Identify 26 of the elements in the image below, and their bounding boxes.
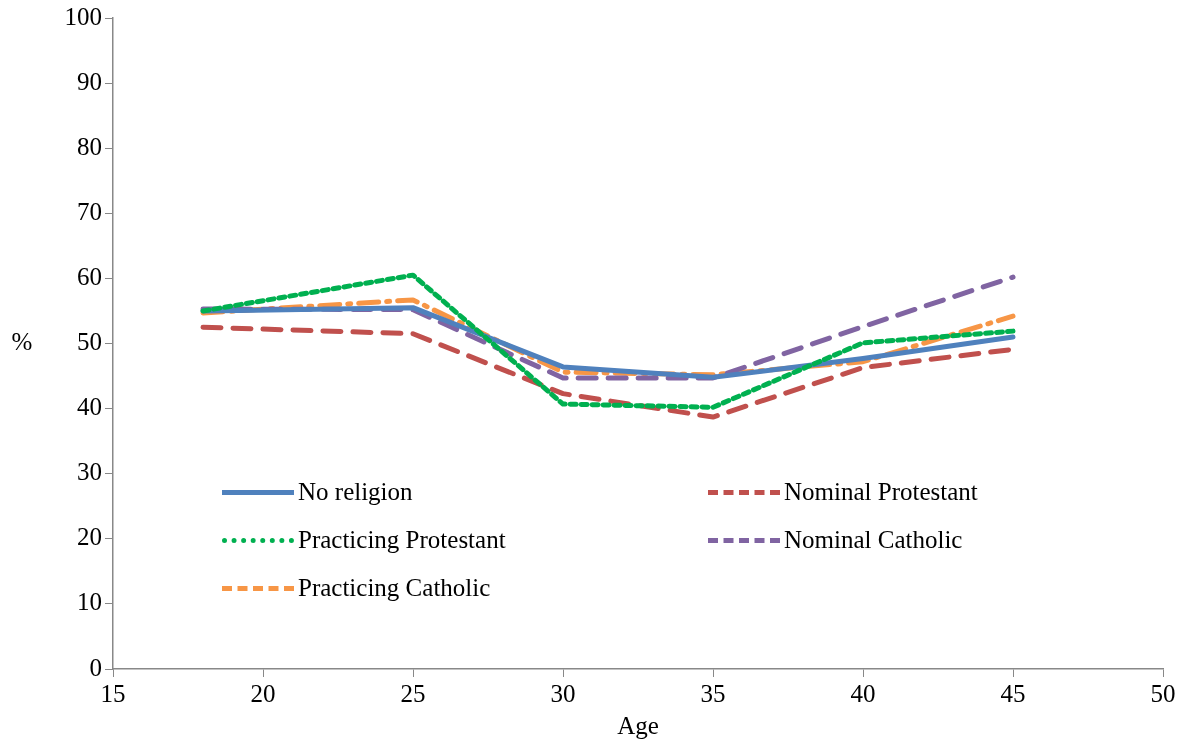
x-tick-label: 50 xyxy=(1150,679,1176,707)
y-tick-label: 100 xyxy=(64,2,102,30)
legend-label: Practicing Protestant xyxy=(298,526,506,554)
x-tick-label: 40 xyxy=(850,679,876,707)
y-tick-label: 60 xyxy=(77,262,102,290)
y-tick-label: 80 xyxy=(77,132,102,160)
legend-label: Nominal Protestant xyxy=(784,478,978,506)
x-tick-label: 20 xyxy=(250,679,276,707)
y-tick-label: 40 xyxy=(77,393,102,421)
y-tick-label: 10 xyxy=(77,588,102,616)
y-tick-label: 30 xyxy=(77,458,102,486)
y-axis-title: % xyxy=(11,328,33,356)
x-axis-title: Age xyxy=(617,711,659,739)
x-tick-label: 15 xyxy=(100,679,126,707)
y-tick-label: 90 xyxy=(77,67,102,95)
y-tick-label: 70 xyxy=(77,197,102,225)
x-tick-label: 35 xyxy=(700,679,726,707)
legend-label: Practicing Catholic xyxy=(298,574,491,602)
x-tick-label: 45 xyxy=(1000,679,1026,707)
y-tick-label: 20 xyxy=(77,523,102,551)
x-tick-label: 30 xyxy=(550,679,576,707)
legend-label: Nominal Catholic xyxy=(784,526,963,554)
y-tick-label: 50 xyxy=(77,328,102,356)
x-tick-label: 25 xyxy=(400,679,426,707)
y-tick-label: 0 xyxy=(89,653,102,681)
legend-label: No religion xyxy=(298,478,413,506)
